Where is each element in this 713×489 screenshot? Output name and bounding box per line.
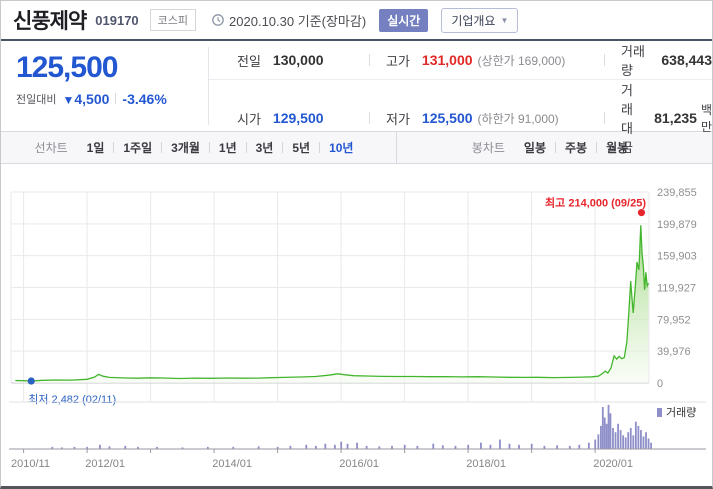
chevron-down-icon: ▼ — [500, 15, 509, 25]
svg-text:2016/01: 2016/01 — [339, 458, 379, 470]
svg-text:0: 0 — [657, 378, 663, 390]
divider — [319, 142, 321, 153]
date-info-wrap: 2020.10.30 기준(장마감) — [211, 11, 366, 30]
summary-table: 전일 130,000 고가 131,000 (상한가 169,000) 거래량 638,… — [209, 41, 712, 155]
prev-close-label: 전일 — [237, 53, 261, 69]
divider — [113, 142, 115, 153]
candle-tab-2[interactable]: 주봉 — [565, 141, 588, 155]
svg-text:최저 2,482 (02/11): 최저 2,482 (02/11) — [28, 393, 116, 406]
divider — [596, 142, 598, 153]
change-value: ▼4,500 — [62, 90, 110, 107]
divider — [208, 142, 210, 153]
divider — [245, 142, 247, 153]
quote-date: 2020.10.30 기준(장마감) — [229, 13, 367, 29]
stock-code: 019170 — [95, 12, 139, 28]
price-section: 125,500 전일대비 ▼4,500 -3.46% 전일 130,000 고가 1… — [1, 39, 712, 155]
high-label: 고가 — [386, 53, 410, 69]
low-label: 저가 — [386, 111, 410, 127]
price-change-line: 전일대비 ▼4,500 -3.46% — [16, 91, 208, 107]
candle-chart-tabs: 봉차트 일봉 주봉 월봉 — [397, 132, 712, 163]
period-tab-4[interactable]: 1년 — [218, 141, 237, 155]
svg-text:79,952: 79,952 — [657, 314, 691, 326]
divider — [369, 112, 370, 124]
svg-text:2012/01: 2012/01 — [85, 458, 125, 470]
lower-limit: (하한가 91,000) — [477, 111, 559, 126]
line-chart-group-label: 선차트 — [34, 141, 68, 155]
svg-text:159,903: 159,903 — [657, 251, 697, 263]
clock-icon — [211, 13, 225, 27]
candle-chart-group-label: 봉차트 — [471, 141, 505, 155]
table-row: 전일 130,000 고가 131,000 (상한가 169,000) 거래량 638,… — [209, 41, 712, 79]
divider — [604, 112, 605, 124]
svg-text:2014/01: 2014/01 — [212, 458, 252, 470]
line-chart-tabs: 선차트 1일 1주일 3개월 1년 3년 5년 10년 — [1, 132, 397, 163]
divider — [282, 142, 284, 153]
current-price-block: 125,500 전일대비 ▼4,500 -3.46% — [1, 41, 208, 131]
trade-amount-value: 81,235 — [654, 110, 697, 126]
trade-amount-label: 거래대금 — [621, 83, 633, 155]
svg-text:39,976: 39,976 — [657, 346, 691, 358]
divider — [604, 54, 605, 66]
candle-tab-1[interactable]: 일봉 — [523, 141, 547, 155]
open-value: 129,500 — [272, 110, 324, 126]
market-badge: 코스피 — [149, 9, 197, 31]
company-overview-button[interactable]: 기업개요 ▼ — [441, 7, 519, 33]
divider — [115, 93, 117, 104]
change-percent: -3.46% — [122, 90, 167, 107]
divider — [369, 54, 370, 66]
svg-text:239,855: 239,855 — [657, 187, 697, 199]
realtime-button[interactable]: 실시간 — [379, 8, 429, 32]
svg-text:2020/01: 2020/01 — [593, 458, 633, 470]
period-tab-1[interactable]: 1일 — [86, 141, 105, 155]
price-volume-chart: 239,855 199,879 159,903 119,927 79,952 39,976… — [9, 187, 706, 470]
trade-amount-unit: 백만 — [700, 103, 712, 134]
svg-text:199,879: 199,879 — [657, 219, 697, 231]
change-label: 전일대비 — [16, 93, 57, 106]
period-tab-3[interactable]: 3개월 — [171, 141, 200, 155]
period-tab-7[interactable]: 10년 — [329, 141, 354, 155]
period-tab-5[interactable]: 3년 — [255, 141, 274, 155]
svg-text:거래량: 거래량 — [666, 406, 696, 419]
svg-text:최고 214,000 (09/25): 최고 214,000 (09/25) — [545, 196, 646, 210]
down-triangle-icon: ▼ — [62, 92, 75, 107]
header: 신풍제약 019170 코스피 2020.10.30 기준(장마감) 실시간 기… — [1, 1, 712, 39]
open-label: 시가 — [237, 111, 261, 127]
svg-text:2018/01: 2018/01 — [466, 458, 506, 470]
table-row: 시가 129,500 저가 125,500 (하한가 91,000) 거래대금 81,2… — [209, 79, 712, 156]
svg-text:2010/11: 2010/11 — [11, 458, 50, 470]
period-tab-2[interactable]: 1주일 — [123, 141, 153, 155]
price-chart-area: 239,855 199,879 159,903 119,927 79,952 39,976… — [1, 164, 712, 486]
upper-limit: (상한가 169,000) — [477, 53, 566, 68]
current-price: 125,500 — [16, 51, 118, 84]
volume-label: 거래량 — [621, 44, 645, 78]
divider — [208, 47, 209, 125]
chart-tabbar: 선차트 1일 1주일 3개월 1년 3년 5년 10년 봉차트 일봉 주봉 월봉 — [1, 131, 712, 164]
company-overview-label: 기업개요 — [451, 13, 496, 28]
period-tab-6[interactable]: 5년 — [292, 141, 311, 155]
svg-text:119,927: 119,927 — [657, 283, 696, 295]
divider — [555, 142, 557, 153]
high-value: 131,000 — [421, 52, 473, 68]
divider — [161, 142, 163, 153]
candle-tab-3[interactable]: 월봉 — [606, 141, 629, 155]
low-value: 125,500 — [421, 110, 473, 126]
prev-close-value: 130,000 — [272, 52, 324, 68]
stock-name: 신풍제약 — [13, 10, 87, 33]
volume-value: 638,443 — [661, 52, 712, 68]
